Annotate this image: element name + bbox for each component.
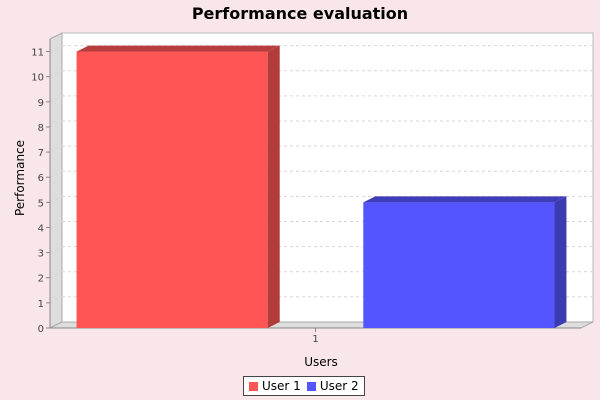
bar-front-1 xyxy=(76,51,268,328)
y-tick-label: 0 xyxy=(38,324,44,335)
y-tick-label: 10 xyxy=(31,73,44,84)
chart-title: Performance evaluation xyxy=(192,4,408,23)
bar-side-2 xyxy=(554,196,567,328)
y-tick-label: 5 xyxy=(38,198,44,209)
y-tick-label: 6 xyxy=(38,173,44,184)
y-tick-label: 2 xyxy=(38,274,44,285)
x-axis-label: Users xyxy=(304,355,338,369)
gridline-side xyxy=(49,95,63,103)
gridline-side xyxy=(49,195,63,203)
plot-side-wall xyxy=(49,32,63,329)
y-tick-label: 11 xyxy=(31,48,44,59)
legend-label: User 2 xyxy=(319,379,359,393)
bar-front-2 xyxy=(363,202,555,328)
gridline-side xyxy=(49,45,63,53)
legend-item: User 2 xyxy=(306,379,359,393)
legend-label: User 1 xyxy=(262,379,301,393)
gridline-side xyxy=(49,145,63,153)
gridline-side xyxy=(49,120,63,128)
y-tick-label: 9 xyxy=(38,98,44,109)
legend-swatch xyxy=(249,381,258,391)
bar-top-1 xyxy=(76,45,280,52)
gridline-side xyxy=(49,271,63,279)
x-tick-label: 1 xyxy=(312,334,318,345)
y-tick-label: 7 xyxy=(38,148,44,159)
y-tick-label: 4 xyxy=(38,223,44,234)
bar-top-2 xyxy=(363,196,567,203)
gridline-side xyxy=(49,70,63,78)
y-tick-label: 8 xyxy=(38,123,44,134)
legend-item: User 1 xyxy=(249,379,301,393)
y-axis-label: Performance xyxy=(13,140,27,216)
gridline-side xyxy=(49,170,63,178)
gridline-side xyxy=(49,246,63,254)
legend-swatch xyxy=(306,381,316,391)
y-tick-label: 1 xyxy=(38,299,44,310)
y-tick-label: 3 xyxy=(38,249,44,260)
legend: User 1 User 2 xyxy=(243,376,365,396)
gridline-side xyxy=(49,296,63,304)
bar-side-1 xyxy=(267,45,280,328)
gridline-side xyxy=(49,221,63,228)
